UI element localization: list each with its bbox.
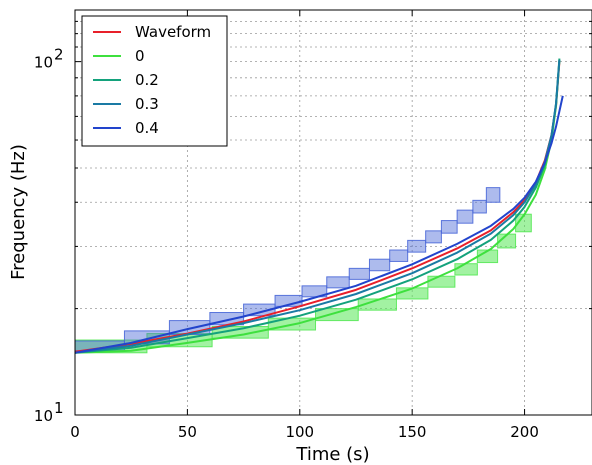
x-tick-label: 200: [510, 423, 539, 441]
x-tick-label: 100: [285, 423, 314, 441]
step-band-rect: [211, 326, 269, 339]
y-tick-label: 10: [34, 54, 53, 72]
y-tick-exponent: 2: [54, 46, 64, 64]
x-tick-label: 0: [70, 423, 80, 441]
step-band-rect: [454, 263, 478, 276]
series-lines: [75, 58, 564, 354]
step-band-rect: [485, 187, 501, 203]
step-band-rect: [456, 209, 474, 224]
legend-label: Waveform: [135, 23, 211, 41]
plot-frame: [74, 9, 592, 416]
legend-label: 0.3: [135, 95, 159, 113]
legend-label: 0.2: [135, 71, 159, 89]
step-band-rect: [348, 267, 370, 280]
step-band-rect: [440, 220, 458, 234]
step-band-rect: [389, 249, 409, 262]
step-band-rect: [472, 199, 487, 214]
x-axis-label: Time (s): [295, 444, 369, 465]
step-band-rect: [427, 275, 456, 288]
step-band-rect: [407, 239, 427, 253]
legend-label: 0.4: [135, 119, 159, 137]
step-band-rect: [357, 298, 397, 311]
x-tick-label: 150: [398, 423, 427, 441]
y-tick-exponent: 1: [54, 399, 64, 417]
step-band-rect: [243, 303, 276, 317]
step-band-rect: [425, 230, 442, 244]
y-tick-label: 10: [34, 407, 53, 425]
x-tick-label: 50: [178, 423, 197, 441]
step-band-rect: [368, 258, 391, 272]
step-band-rect: [326, 276, 350, 289]
series-line-0-4: [75, 95, 564, 354]
legend-label: 0: [135, 47, 145, 65]
y-axis-label: Frequency (Hz): [8, 144, 29, 280]
step-band-rect: [315, 308, 359, 322]
legend: Waveform 0 0.2 0.3 0.4: [81, 15, 228, 147]
series-line-0-3: [75, 60, 561, 354]
